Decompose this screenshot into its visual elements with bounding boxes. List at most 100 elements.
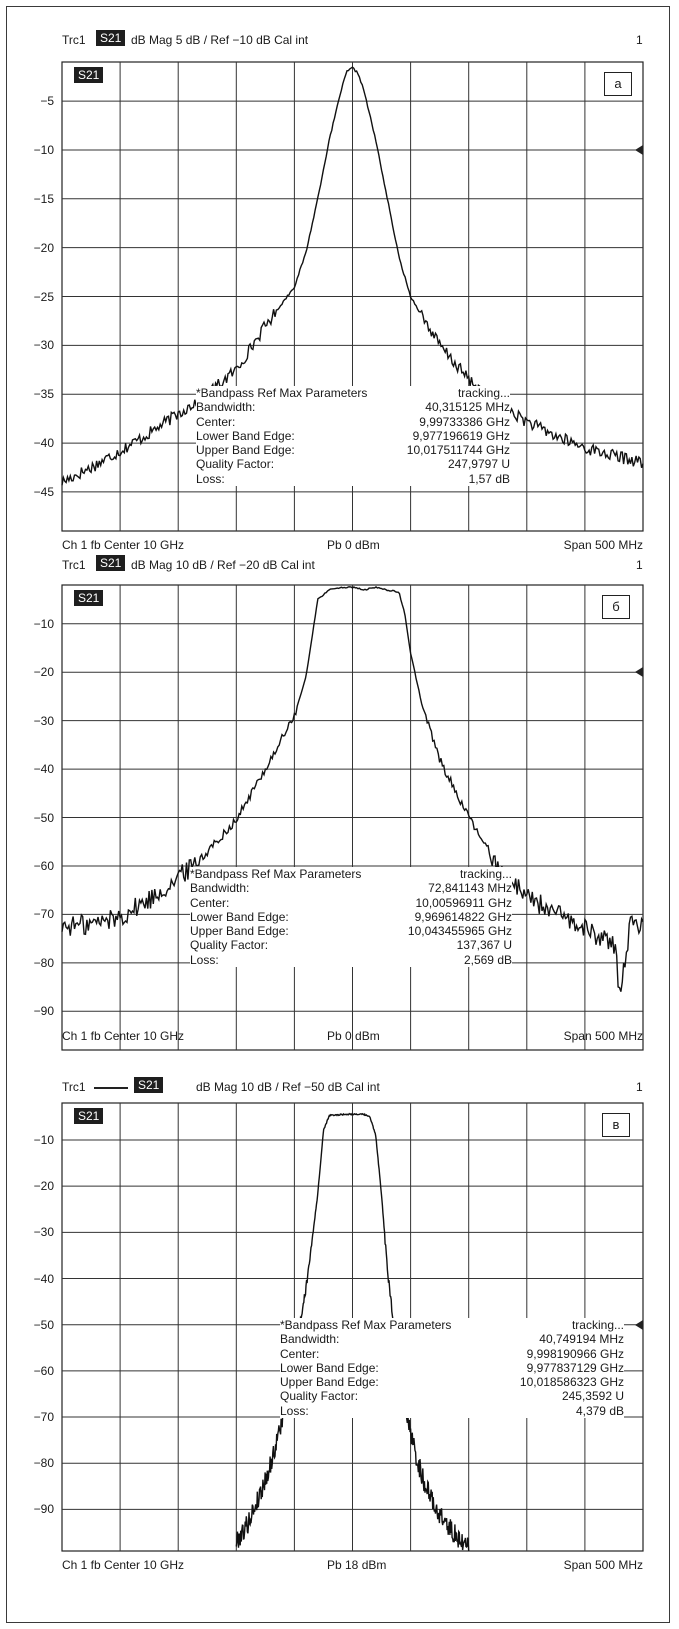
info-value: 72,841143 MHz — [428, 881, 512, 896]
channel-number: 1 — [636, 558, 643, 572]
scale-header: dB Mag 10 dB / Ref −20 dB Cal int — [131, 558, 315, 572]
ref-level-marker — [635, 144, 643, 155]
info-label: Center: — [280, 1346, 320, 1361]
info-row: Lower Band Edge: 9,969614822 GHz — [190, 910, 512, 924]
info-value: 10,043455965 GHz — [407, 924, 512, 939]
footer-span: Span 500 MHz — [563, 1029, 643, 1043]
ref-level-marker — [635, 667, 643, 678]
figure-frame — [6, 6, 670, 1623]
info-row: Upper Band Edge: 10,017511744 GHz — [196, 443, 510, 457]
channel-number: 1 — [636, 33, 643, 47]
scale-header: dB Mag 10 dB / Ref −50 dB Cal int — [196, 1080, 380, 1094]
y-tick-label: −30 — [33, 713, 54, 728]
y-tick-label: −20 — [33, 1179, 54, 1194]
info-value: 2,569 dB — [463, 952, 512, 967]
footer-power: Pb 18 dBm — [327, 1558, 387, 1572]
info-row: Quality Factor: 245,3592 U — [280, 1389, 624, 1403]
y-tick-label: −40 — [33, 762, 54, 777]
plot-svg — [61, 584, 644, 1051]
info-status: tracking... — [457, 386, 510, 400]
info-label: Lower Band Edge: — [196, 428, 295, 443]
scale-header: dB Mag 5 dB / Ref −10 dB Cal int — [131, 33, 309, 47]
channel-number: 1 — [636, 1080, 643, 1094]
info-label: Quality Factor: — [196, 457, 275, 472]
y-tick-label: −90 — [33, 1004, 54, 1019]
info-label: Quality Factor: — [190, 938, 269, 953]
info-row: Quality Factor: 137,367 U — [190, 938, 512, 952]
info-label: Bandwidth: — [190, 881, 250, 896]
info-row: Upper Band Edge: 10,018586323 GHz — [280, 1375, 624, 1389]
info-value: 9,99733386 GHz — [419, 414, 510, 429]
panel-letter: б — [602, 595, 630, 619]
trace-s21-label: S21 — [74, 590, 104, 606]
info-title-row: *Bandpass Ref Max Parameters tracking... — [196, 386, 510, 400]
info-label: Loss: — [190, 952, 219, 967]
y-tick-label: −30 — [33, 338, 54, 353]
y-tick-label: −90 — [33, 1502, 54, 1517]
trace-label: Trc1 — [62, 33, 86, 47]
bandpass-info-box: *Bandpass Ref Max Parameters tracking... B… — [196, 386, 510, 487]
info-row: Loss: 1,57 dB — [196, 472, 510, 486]
chart-panel: Trc1 S21 dB Mag 5 dB / Ref −10 dB Cal int 1… — [0, 30, 679, 558]
info-title-row: *Bandpass Ref Max Parameters tracking... — [280, 1318, 624, 1332]
info-label: Lower Band Edge: — [280, 1360, 379, 1375]
info-value: 9,969614822 GHz — [414, 909, 512, 924]
info-value: 245,3592 U — [561, 1389, 624, 1404]
info-label: Center: — [196, 414, 236, 429]
info-label: Lower Band Edge: — [190, 909, 289, 924]
info-label: Loss: — [196, 471, 225, 486]
trace-s21 — [61, 586, 644, 992]
trace-s21-label: S21 — [74, 67, 104, 83]
info-label: Bandwidth: — [280, 1332, 340, 1347]
info-row: Bandwidth: 40,315125 MHz — [196, 400, 510, 414]
info-label: Quality Factor: — [280, 1389, 359, 1404]
y-tick-label: −40 — [33, 1271, 54, 1286]
info-status: tracking... — [571, 1318, 624, 1332]
info-value: 9,998190966 GHz — [526, 1346, 624, 1361]
y-tick-label: −10 — [33, 1132, 54, 1147]
info-title: *Bandpass Ref Max Parameters — [190, 867, 362, 881]
y-tick-label: −25 — [33, 289, 54, 304]
info-value: 137,367 U — [456, 938, 512, 953]
bandpass-info-box: *Bandpass Ref Max Parameters tracking... B… — [190, 867, 512, 968]
info-row: Upper Band Edge: 10,043455965 GHz — [190, 924, 512, 938]
info-row: Lower Band Edge: 9,977196619 GHz — [196, 429, 510, 443]
info-label: Upper Band Edge: — [280, 1375, 379, 1390]
y-tick-label: −15 — [33, 191, 54, 206]
info-row: Bandwidth: 72,841143 MHz — [190, 881, 512, 895]
footer-span: Span 500 MHz — [563, 1558, 643, 1572]
trace-line-swatch — [94, 1087, 128, 1089]
info-value: 9,977837129 GHz — [526, 1360, 624, 1375]
info-title: *Bandpass Ref Max Parameters — [196, 386, 368, 400]
y-tick-label: −70 — [33, 1410, 54, 1425]
s21-tag: S21 — [134, 1077, 164, 1093]
y-tick-label: −60 — [33, 858, 54, 873]
info-title: *Bandpass Ref Max Parameters — [280, 1318, 452, 1332]
y-tick-label: −45 — [33, 484, 54, 499]
s21-tag: S21 — [96, 30, 126, 46]
info-row: Center: 10,00596911 GHz — [190, 896, 512, 910]
s21-tag: S21 — [96, 555, 126, 571]
y-tick-label: −10 — [33, 142, 54, 157]
info-status: tracking... — [459, 867, 512, 881]
info-value: 1,57 dB — [468, 471, 510, 486]
y-tick-label: −35 — [33, 387, 54, 402]
y-tick-label: −20 — [33, 665, 54, 680]
info-row: Loss: 4,379 dB — [280, 1404, 624, 1418]
trace-label: Trc1 — [62, 558, 86, 572]
info-value: 9,977196619 GHz — [412, 428, 510, 443]
info-label: Upper Band Edge: — [190, 924, 289, 939]
y-tick-label: −50 — [33, 810, 54, 825]
info-value: 247,9797 U — [447, 457, 510, 472]
trace-s21-label: S21 — [74, 1108, 104, 1124]
panel-letter: a — [604, 72, 632, 96]
y-tick-label: −10 — [33, 616, 54, 631]
y-tick-label: −40 — [33, 436, 54, 451]
ref-level-marker — [635, 1319, 643, 1330]
info-value: 40,315125 MHz — [425, 400, 510, 415]
info-title-row: *Bandpass Ref Max Parameters tracking... — [190, 867, 512, 881]
y-tick-label: −80 — [33, 955, 54, 970]
info-row: Quality Factor: 247,9797 U — [196, 457, 510, 471]
info-value: 10,018586323 GHz — [519, 1375, 624, 1390]
footer-center-freq: Ch 1 fb Center 10 GHz — [62, 1558, 185, 1572]
